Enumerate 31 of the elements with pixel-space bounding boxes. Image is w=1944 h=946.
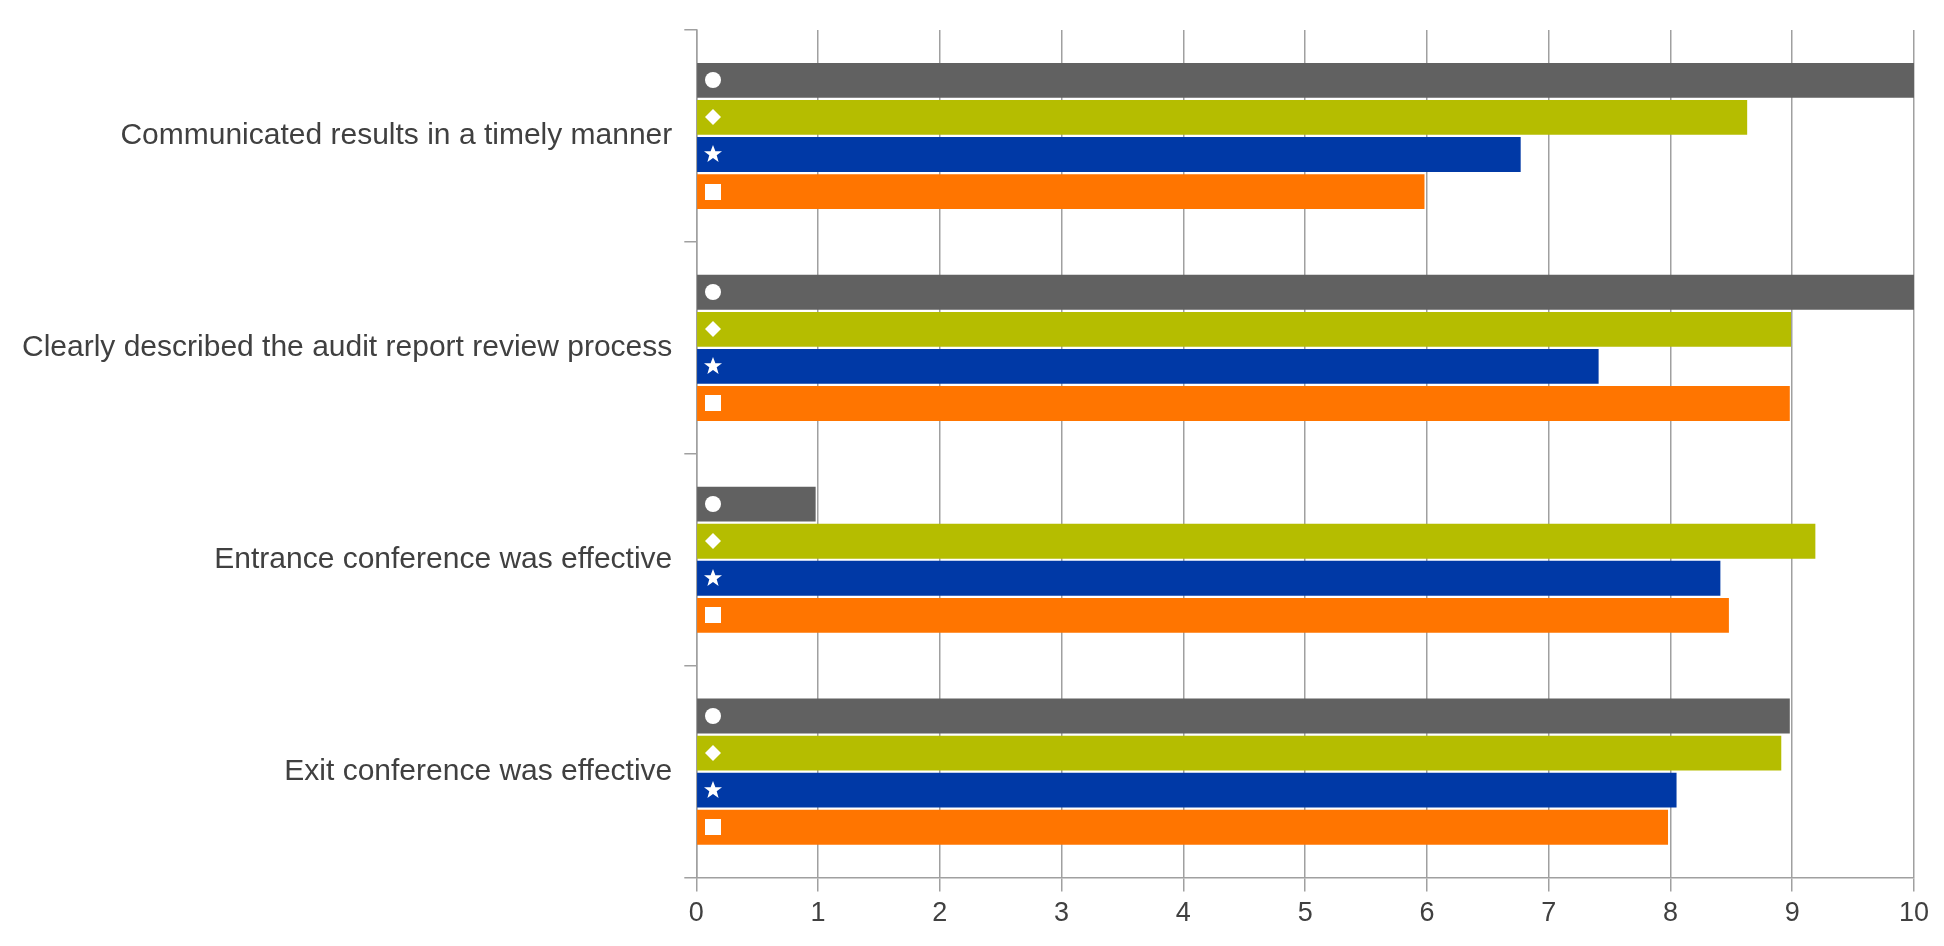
bar — [697, 348, 1599, 384]
bar — [697, 735, 1782, 771]
y-tick-label: Communicated results in a timely manner — [120, 117, 673, 151]
bar — [697, 274, 1914, 310]
bar — [697, 523, 1816, 559]
bar — [697, 698, 1790, 734]
y-tick-label: Clearly described the audit report review process — [21, 329, 673, 363]
bar — [697, 174, 1425, 209]
y-tick-label: Entrance conference was effective — [214, 541, 673, 575]
x-tick-label: 3 — [1054, 897, 1070, 928]
x-tick-label: 7 — [1541, 897, 1557, 928]
bar — [697, 311, 1792, 347]
x-tick-label: 5 — [1297, 897, 1313, 928]
x-tick-label: 8 — [1662, 897, 1678, 928]
bar — [697, 99, 1748, 135]
bar — [697, 809, 1669, 845]
bar — [697, 486, 816, 522]
bar — [697, 386, 1790, 421]
bar — [697, 137, 1521, 172]
x-tick-label: 6 — [1419, 897, 1435, 928]
x-tick-label: 1 — [810, 897, 826, 928]
bar — [697, 560, 1721, 596]
y-tick-label: Exit conference was effective — [284, 752, 673, 786]
x-tick-label: 4 — [1175, 897, 1191, 928]
bar — [697, 597, 1729, 633]
x-tick-label: 2 — [932, 897, 948, 928]
bar — [697, 772, 1677, 808]
bar — [697, 62, 1914, 98]
x-tick-label: 10 — [1898, 897, 1930, 928]
x-tick-label: 9 — [1784, 897, 1800, 928]
x-tick-label: 0 — [688, 897, 704, 928]
